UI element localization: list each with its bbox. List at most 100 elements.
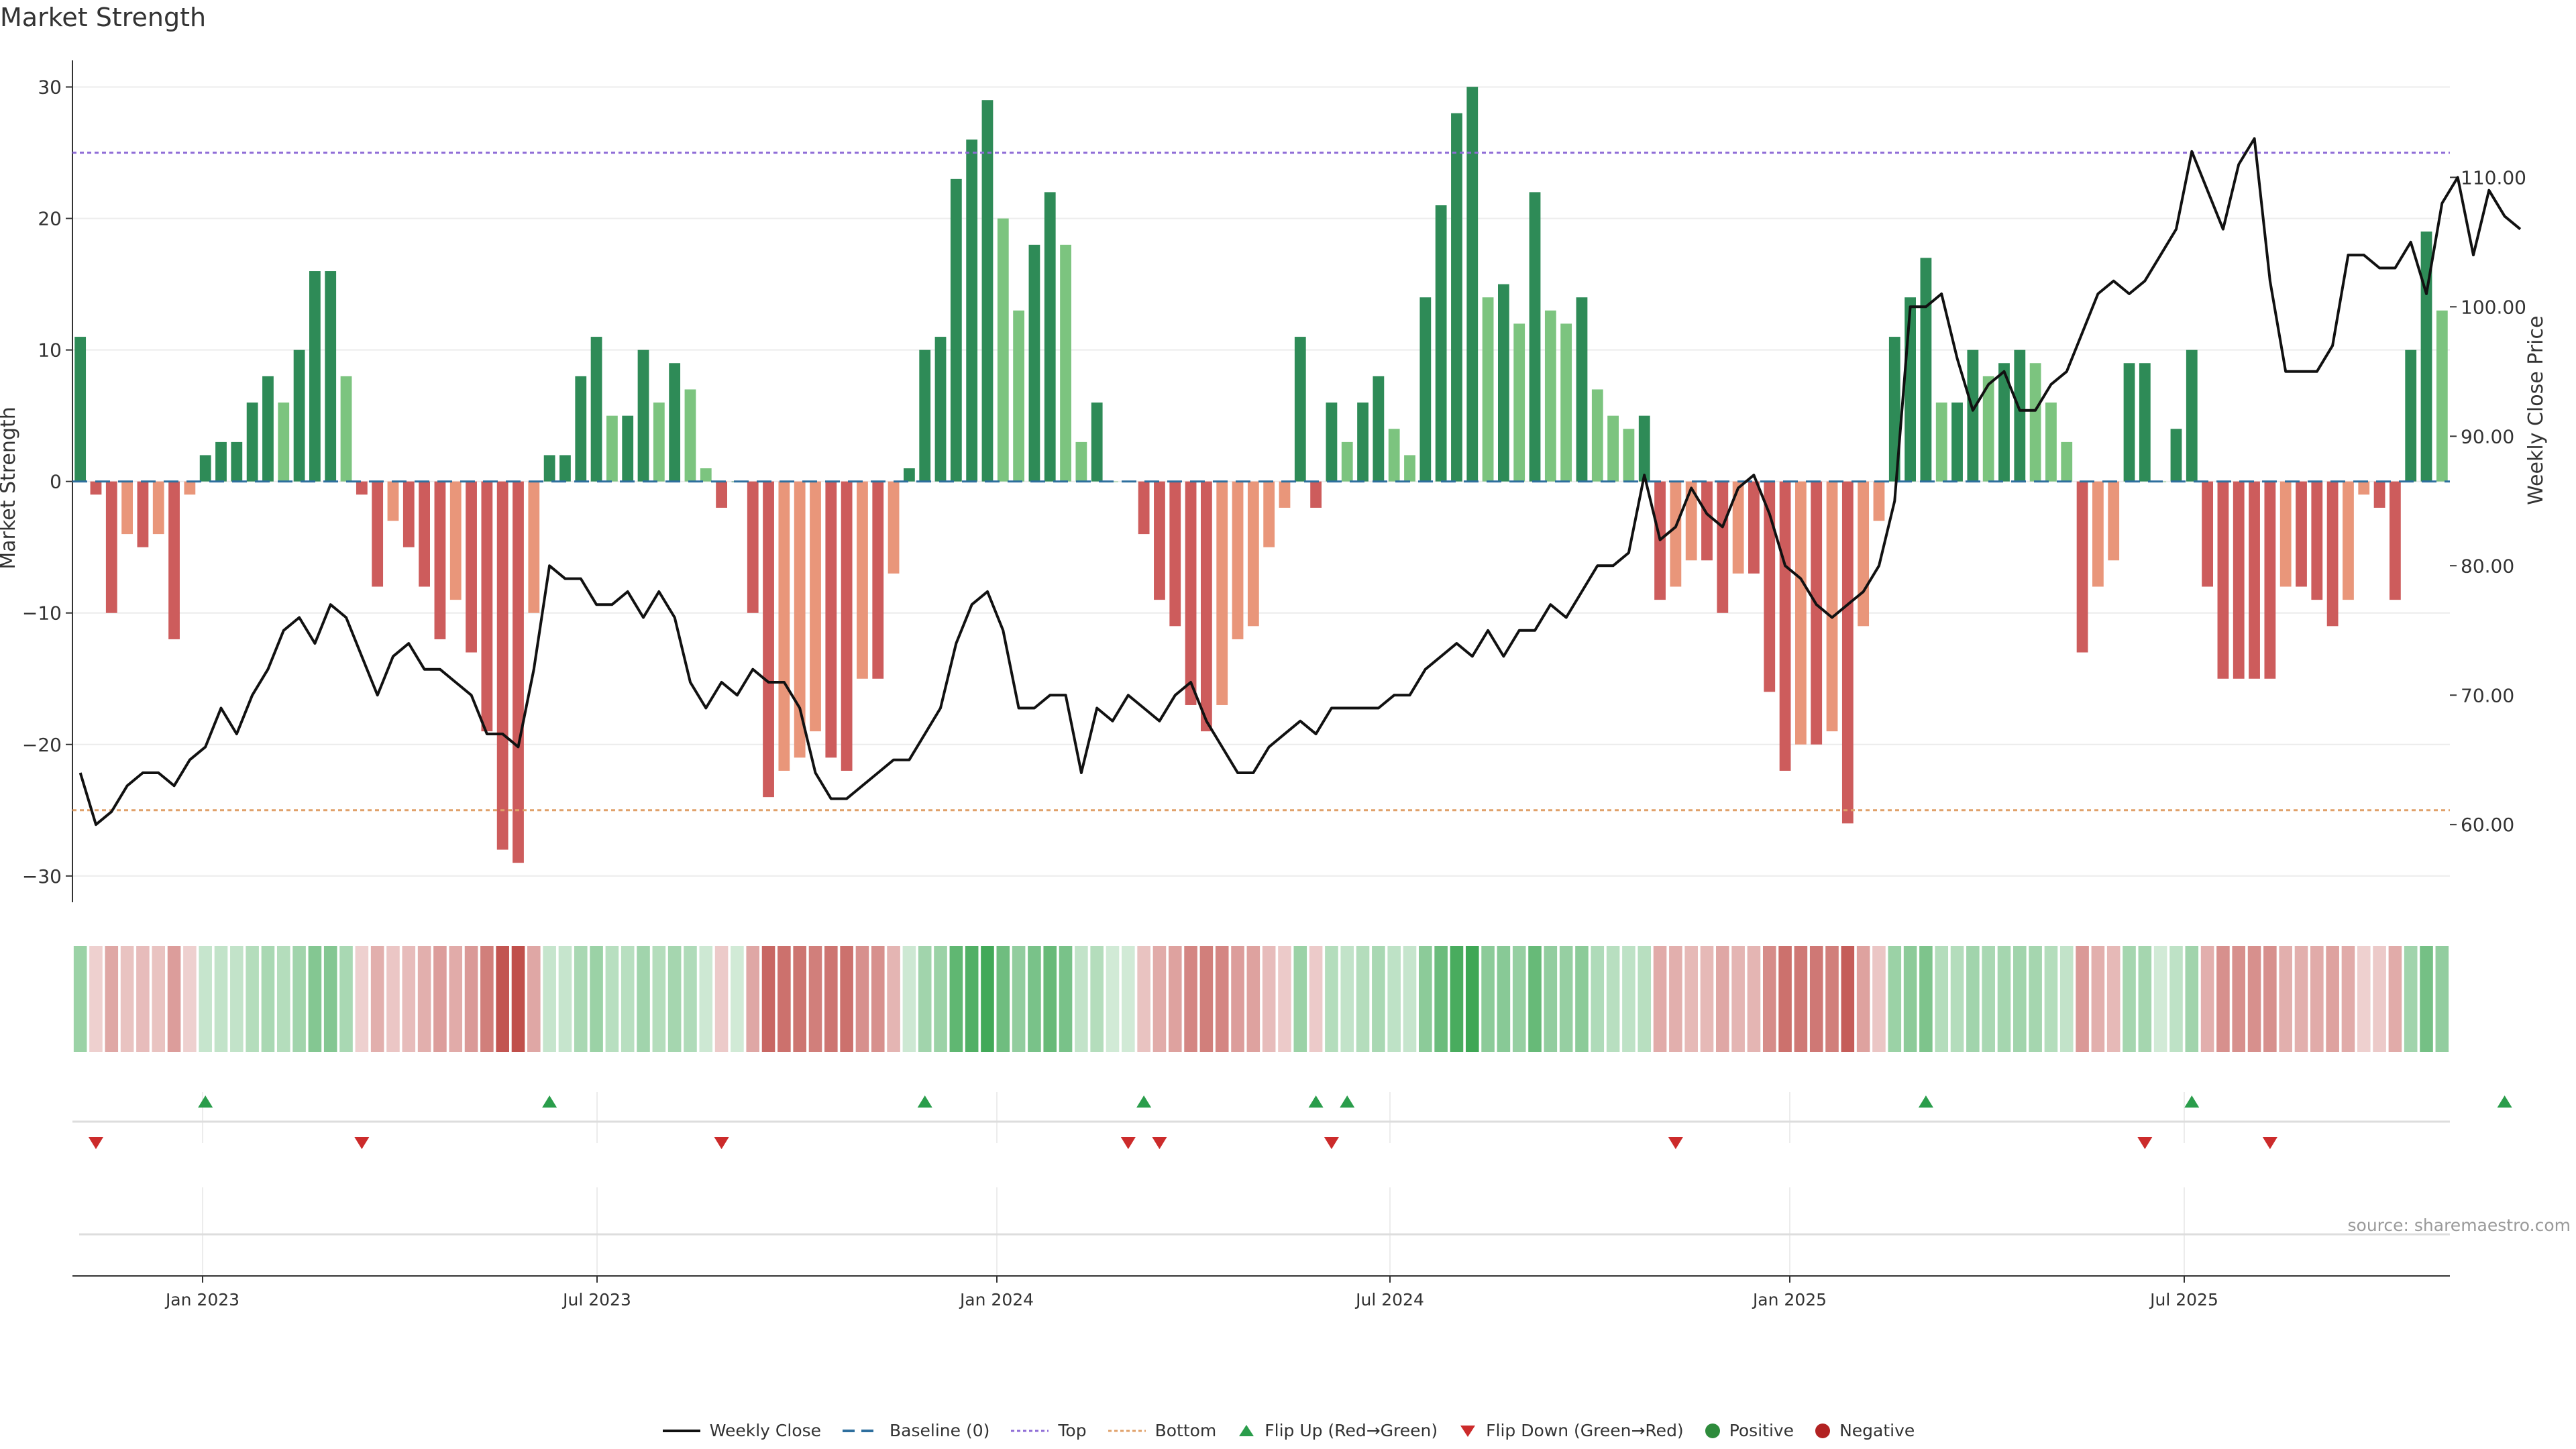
heat-cell: [480, 946, 494, 1052]
strength-bar: [2108, 481, 2120, 561]
strength-bar: [1529, 192, 1541, 482]
heat-cell: [417, 946, 431, 1052]
heat-cell: [949, 946, 963, 1052]
strength-bar: [1841, 481, 1854, 824]
heat-cell: [871, 946, 885, 1052]
strength-bar: [637, 350, 649, 482]
heat-cell: [1747, 946, 1761, 1052]
strength-bar: [1576, 297, 1588, 482]
heat-cell: [308, 946, 322, 1052]
strength-bar: [105, 481, 117, 613]
heat-cell: [2279, 946, 2292, 1052]
strength-bar: [1169, 481, 1181, 627]
heat-cell: [543, 946, 556, 1052]
heat-cell: [276, 946, 290, 1052]
strength-bar: [1701, 481, 1713, 561]
flip-down-marker: [1324, 1137, 1339, 1149]
strength-bar: [1795, 481, 1807, 745]
heat-cell: [1356, 946, 1370, 1052]
heat-cell: [73, 946, 87, 1052]
heat-cell: [105, 946, 119, 1052]
flip-down-marker: [88, 1137, 103, 1149]
strength-bar: [2405, 350, 2417, 482]
heat-cell: [2388, 946, 2402, 1052]
strength-bar: [1294, 337, 1306, 482]
heat-cell: [699, 946, 713, 1052]
heat-cell: [621, 946, 635, 1052]
strength-bar: [763, 481, 774, 798]
strength-bar: [1232, 481, 1244, 639]
heat-cell: [214, 946, 228, 1052]
legend-item-negative: Negative: [1814, 1421, 1915, 1440]
heat-cell: [1043, 946, 1057, 1052]
left-tick-label: −20: [22, 734, 62, 756]
strength-bar: [1732, 481, 1744, 574]
heat-cell: [1622, 946, 1635, 1052]
strength-bar: [481, 481, 493, 732]
strength-bar: [1388, 429, 1400, 482]
strength-bar: [402, 481, 415, 547]
heat-cell: [637, 946, 650, 1052]
heat-cell: [496, 946, 509, 1052]
strength-bar: [1044, 192, 1056, 482]
heat-cell: [731, 946, 744, 1052]
legend-item-positive: Positive: [1704, 1421, 1794, 1440]
heat-cell: [1481, 946, 1495, 1052]
heat-cell: [1059, 946, 1073, 1052]
strength-bar: [2358, 481, 2370, 495]
strength-bar: [1951, 402, 1963, 482]
heat-cell: [2029, 946, 2042, 1052]
heat-cell: [1825, 946, 1839, 1052]
legend-label: Weekly Close: [709, 1421, 822, 1440]
heat-cell: [1028, 946, 1041, 1052]
legend-label: Negative: [1839, 1421, 1915, 1440]
strength-bar: [1685, 481, 1697, 561]
heat-cell: [1152, 946, 1167, 1052]
heat-cell: [667, 946, 682, 1052]
heat-cell: [1809, 946, 1823, 1052]
flip-up-marker: [1136, 1095, 1152, 1108]
right-tick-label: 80.00: [2461, 555, 2514, 577]
strength-bar: [981, 100, 994, 482]
strength-bar: [1920, 258, 1932, 482]
heat-cell: [2076, 946, 2089, 1052]
chart-title: Market Strength: [0, 3, 207, 32]
heat-cell: [2106, 946, 2121, 1052]
legend-item-weekly-close: Weekly Close: [661, 1421, 821, 1440]
strength-bar: [1811, 481, 1823, 745]
heat-cell: [1340, 946, 1354, 1052]
flip-up-marker: [917, 1095, 932, 1108]
x-tick-label: Jan 2025: [1752, 1290, 1827, 1309]
source-credit: source: sharemaestro.com: [2347, 1216, 2571, 1235]
right-tick-label: 100.00: [2461, 296, 2526, 318]
heat-cell: [2216, 946, 2230, 1052]
heat-cell: [2232, 946, 2246, 1052]
strength-bar: [1544, 310, 1556, 482]
heat-cell: [714, 946, 729, 1052]
strength-bar: [2420, 231, 2432, 482]
strength-bar: [810, 481, 821, 732]
heat-cell: [1544, 946, 1558, 1052]
strength-bar: [2311, 481, 2323, 600]
left-tick-label: 30: [38, 76, 62, 99]
strength-bar: [199, 455, 211, 482]
heat-cell: [605, 946, 619, 1052]
strength-bar: [1060, 244, 1071, 482]
heat-cell: [1497, 946, 1511, 1052]
strength-bar: [2092, 481, 2104, 587]
heat-cell: [1794, 946, 1808, 1052]
strength-bar: [1466, 87, 1479, 482]
x-tick-label: Jan 2023: [164, 1290, 239, 1309]
heat-cell: [1762, 946, 1776, 1052]
heat-cell: [2435, 946, 2449, 1052]
strength-bar: [1279, 481, 1291, 508]
heat-cell: [824, 946, 838, 1052]
heat-cell: [2123, 946, 2136, 1052]
heat-cell: [1841, 946, 1855, 1052]
heat-cell: [777, 946, 791, 1052]
legend-item-bottom: Bottom: [1107, 1421, 1216, 1440]
heat-cell: [2091, 946, 2105, 1052]
heat-cell: [855, 946, 869, 1052]
y-axis-label-right: Weekly Close Price: [2524, 316, 2548, 505]
strength-bar: [246, 402, 258, 482]
